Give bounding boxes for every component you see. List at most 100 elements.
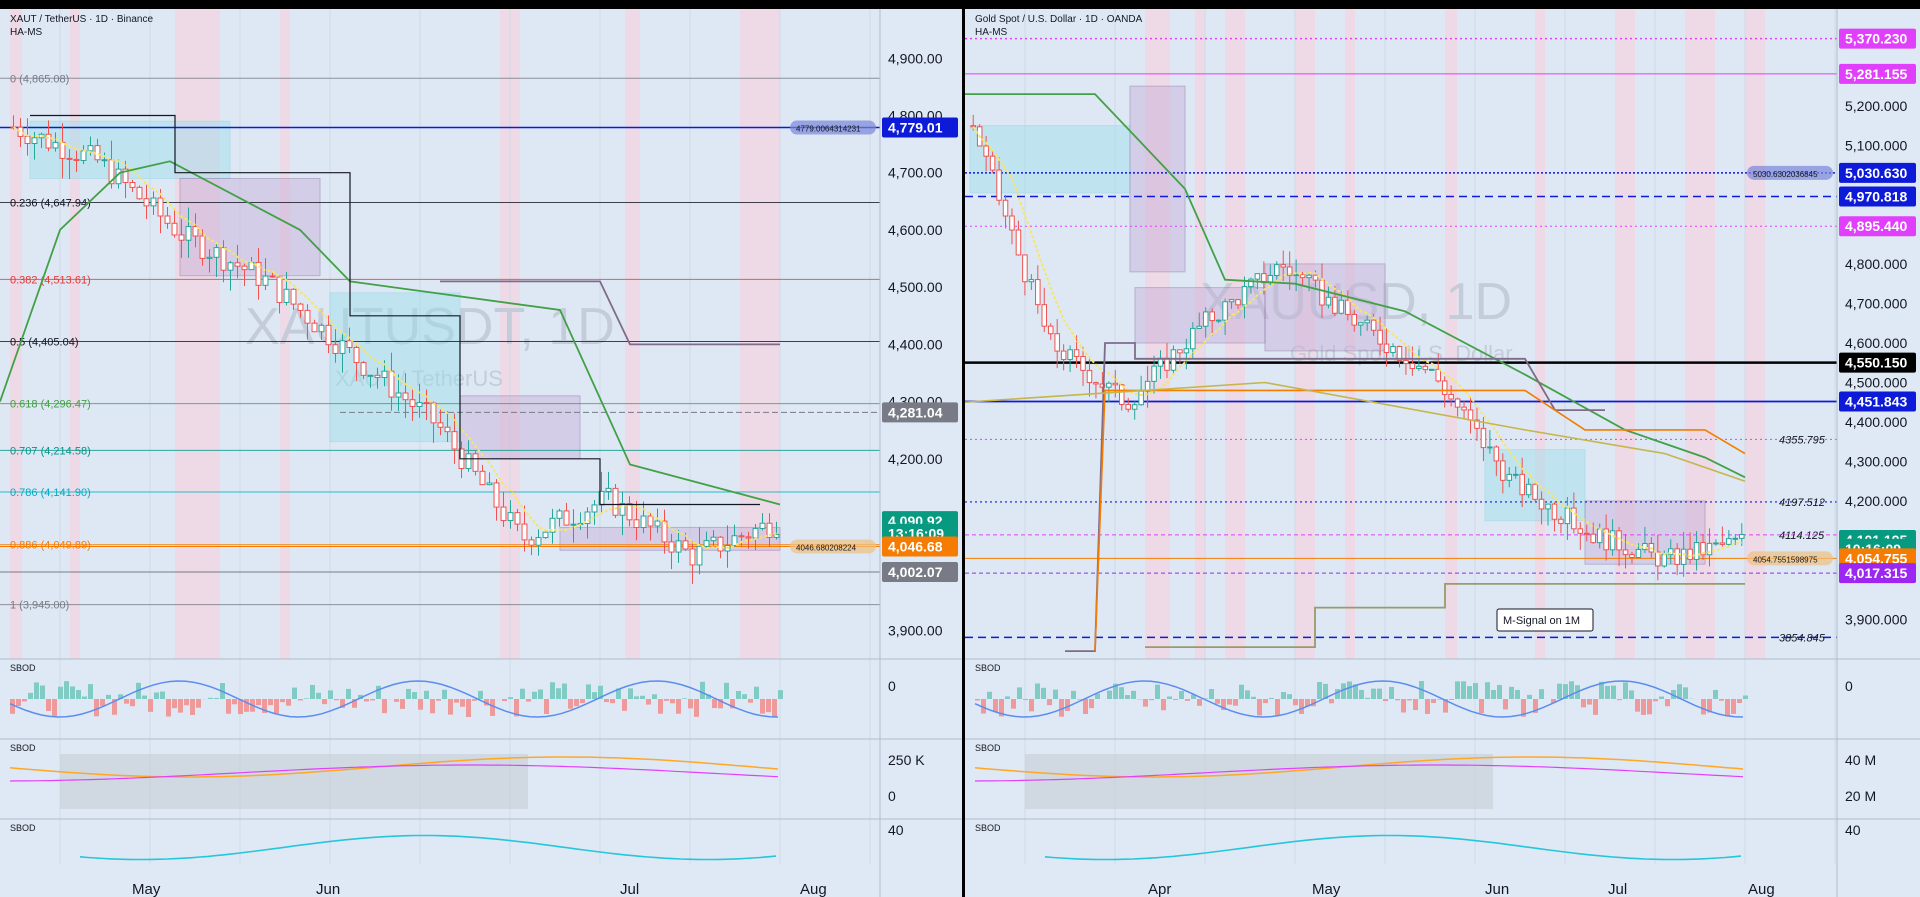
candle-body [1377, 329, 1383, 345]
candle-body [1338, 299, 1345, 314]
histogram-bar [1395, 699, 1400, 701]
histogram-bar [556, 688, 561, 699]
right-symbol-title[interactable]: Gold Spot / U.S. Dollar · 1D · OANDA [975, 14, 1143, 25]
histogram-bar [1449, 699, 1454, 701]
histogram-bar [742, 694, 747, 699]
histogram-bar [778, 690, 783, 699]
candle-body [1093, 382, 1099, 385]
candle-body [479, 470, 486, 486]
highlight-stripe [175, 9, 220, 659]
left-chart-panel[interactable]: XAUTUSDT, 1D XAUT / TetherUS 0 (4,865.08) 0… [0, 9, 962, 897]
price-badge: 4,970.818 [1845, 188, 1907, 204]
subpane-scale: 40 M [1845, 752, 1876, 768]
histogram-bar [1203, 698, 1208, 699]
candle-body [1441, 380, 1448, 395]
subpane-scale: 40 [1845, 822, 1861, 838]
histogram-bar [394, 699, 399, 702]
candle-body [73, 158, 80, 161]
candle-body [1622, 549, 1629, 556]
histogram-bar [124, 699, 129, 704]
histogram-bar [106, 694, 111, 699]
histogram-bar [1131, 690, 1136, 699]
histogram-bar [1587, 699, 1592, 705]
line-tag-bg [790, 539, 876, 554]
histogram-bar [628, 688, 633, 699]
histogram-bar [604, 699, 609, 703]
histogram-bar [1185, 699, 1190, 701]
histogram-bar [178, 699, 183, 713]
left-symbol-title[interactable]: XAUT / TetherUS · 1D · Binance [10, 14, 154, 25]
candle-body [1119, 384, 1125, 405]
price-badge: 4,281.04 [888, 404, 943, 420]
histogram-bar [1269, 697, 1274, 699]
step-line [965, 93, 1746, 479]
candle-body [1448, 393, 1454, 400]
histogram-bar [154, 692, 159, 699]
time-axis-label: Apr [1148, 881, 1171, 897]
histogram-bar [490, 699, 495, 716]
candle-body [1693, 542, 1700, 560]
histogram-bar [304, 698, 309, 699]
line-tag: 4779.0064314231 [796, 125, 861, 134]
candle-body [1609, 530, 1616, 551]
candle-body [332, 344, 339, 354]
histogram-bar [454, 699, 459, 703]
candle-body [297, 303, 304, 311]
right-indicator-label[interactable]: HA-MS [975, 27, 1008, 38]
subpane-scale: 40 [888, 822, 904, 838]
candle-body [45, 133, 52, 149]
fib-label: 0.786 (4,141.90) [10, 487, 91, 499]
candle-body [1112, 382, 1119, 386]
histogram-bar [1371, 688, 1376, 699]
panel-divider[interactable] [962, 0, 965, 897]
candle-body [668, 541, 675, 553]
histogram-bar [1473, 683, 1478, 699]
candle-body [1060, 350, 1067, 360]
candle-body [353, 346, 360, 364]
price-axis-label: 4,400.00 [888, 336, 943, 352]
histogram-bar [352, 699, 357, 708]
candle-body [556, 510, 563, 519]
candle-body [290, 288, 297, 305]
histogram-bar [1461, 681, 1466, 699]
highlight-stripe [280, 9, 290, 659]
line-tag: 5030.6302036845 [1753, 170, 1818, 179]
candle-body [1454, 398, 1461, 408]
histogram-bar [1143, 699, 1148, 707]
histogram-bar [1665, 699, 1670, 707]
histogram-bar [1095, 693, 1100, 699]
histogram-bar [616, 688, 621, 699]
histogram-bar [1041, 687, 1046, 699]
candle-body [1506, 473, 1513, 481]
histogram-bar [975, 699, 980, 701]
candle-body [122, 168, 129, 184]
top-bar [0, 0, 1920, 9]
histogram-bar [1233, 699, 1238, 706]
candle-body [647, 515, 654, 527]
subpane-scale: 0 [1845, 678, 1853, 694]
histogram-bar [208, 697, 213, 699]
histogram-bar [64, 681, 69, 699]
histogram-bar [1071, 690, 1076, 699]
candle-body [1674, 548, 1680, 565]
candle-body [395, 392, 402, 398]
candle-body [1396, 345, 1403, 361]
candle-body [1306, 274, 1312, 279]
histogram-bar [1527, 694, 1532, 699]
candle-body [1409, 363, 1416, 370]
candle-body [437, 422, 444, 428]
left-indicator-label[interactable]: HA-MS [10, 27, 43, 38]
candle-body [1299, 274, 1306, 279]
histogram-bar [646, 699, 651, 705]
histogram-bar [1113, 683, 1118, 699]
histogram-bar [112, 699, 117, 715]
histogram-bar [1035, 683, 1040, 699]
histogram-bar [34, 682, 39, 699]
subpane-scale: 20 M [1845, 788, 1876, 804]
histogram-bar [1701, 699, 1706, 715]
histogram-bar [1641, 699, 1646, 715]
candle-body [150, 197, 157, 207]
